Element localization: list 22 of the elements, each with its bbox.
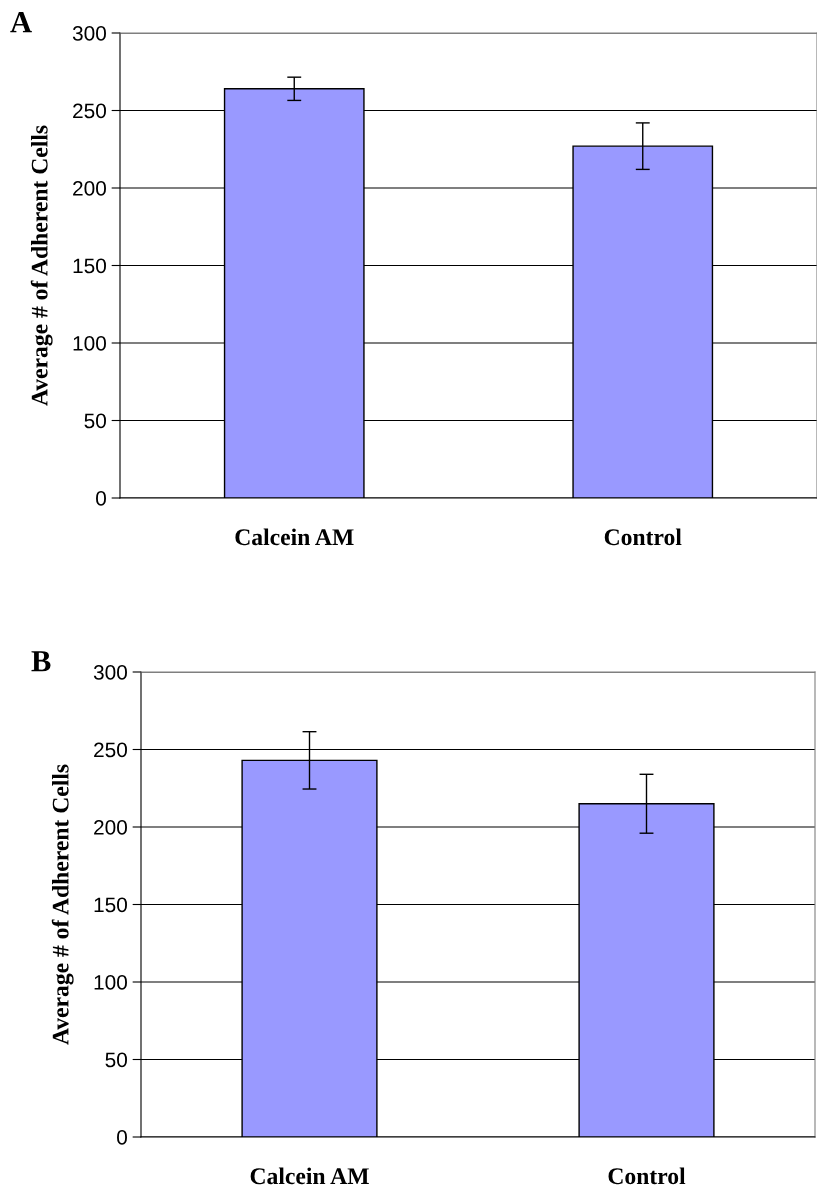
x-tick-label: Calcein AM xyxy=(250,1167,369,1185)
x-tick-label: Control xyxy=(604,528,682,546)
x-tick-label: Control xyxy=(608,1167,686,1185)
y-tick-label: 100 xyxy=(73,336,106,351)
y-tick-label: 300 xyxy=(93,665,127,680)
y-tick-label: 250 xyxy=(94,742,127,758)
y-tick-label: 150 xyxy=(73,258,106,274)
y-tick-label: 0 xyxy=(117,1130,127,1145)
chart-title: B xyxy=(31,651,51,672)
y-tick-label: 200 xyxy=(94,820,127,835)
chart-title: A xyxy=(10,12,32,33)
y-tick-label: 0 xyxy=(96,491,106,506)
y-tick-label: 150 xyxy=(94,897,127,913)
y-tick-label: 300 xyxy=(72,26,106,41)
y-tick-label: 100 xyxy=(94,975,127,990)
y-tick-label: 50 xyxy=(84,413,106,429)
y-axis-title: Average # of Adherent Cells xyxy=(51,764,74,1045)
y-axis-title: Average # of Adherent Cells xyxy=(30,125,53,406)
y-tick-label: 200 xyxy=(73,181,106,196)
y-tick-label: 250 xyxy=(73,103,106,119)
x-tick-label: Calcein AM xyxy=(235,528,354,546)
y-tick-label: 50 xyxy=(105,1052,127,1068)
